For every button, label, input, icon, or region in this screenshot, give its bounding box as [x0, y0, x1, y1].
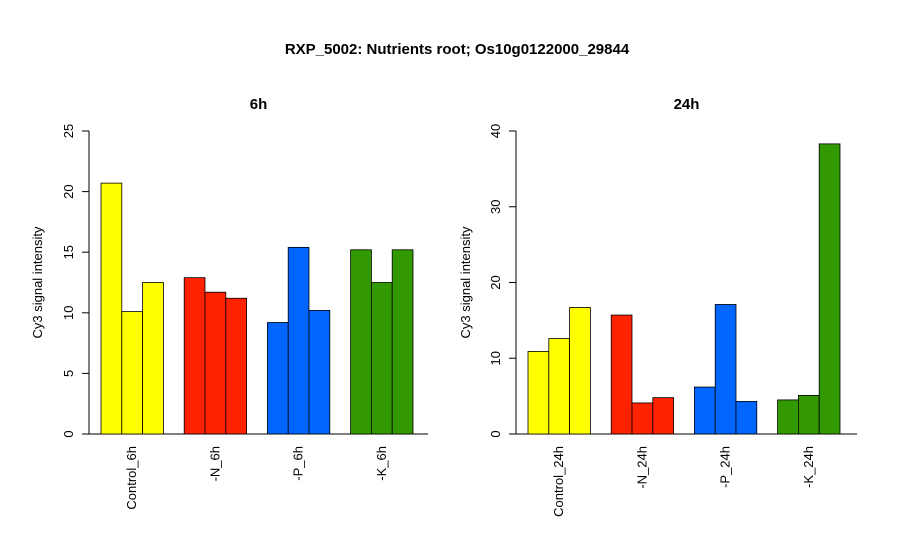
y-tick-label: 0 [61, 430, 76, 437]
bar [350, 249, 372, 435]
bar [818, 143, 841, 435]
x-tick-label: -K_6h [374, 446, 389, 481]
panel-title: 6h [250, 96, 268, 113]
bar [100, 182, 123, 435]
bar [610, 314, 633, 435]
panel-1: 6h Cy3 signal intensity 0 5 10 15 20 25 Control_… [30, 96, 428, 510]
panel-2: 24h Cy3 signal intensity 0 10 20 30 40 Control_… [458, 96, 857, 517]
y-tick-label: 20 [61, 184, 76, 198]
bar [287, 246, 310, 435]
bar [183, 277, 206, 435]
bar [308, 309, 331, 435]
y-tick-label: 10 [61, 306, 76, 320]
x-tick-label: -K_24h [801, 446, 816, 488]
y-tick-label: 40 [488, 124, 503, 138]
y-tick-label: 30 [488, 200, 503, 214]
bar [370, 282, 393, 435]
bar [391, 249, 414, 435]
x-tick-label: -P_6h [291, 446, 306, 481]
bar [204, 291, 227, 435]
bar [121, 311, 144, 435]
bar [694, 386, 716, 435]
bar [652, 397, 674, 435]
figure-title: RXP_5002: Nutrients root; Os10g0122000_2… [285, 41, 630, 58]
y-axis-label: Cy3 signal intensity [30, 226, 45, 338]
y-tick-label: 25 [61, 124, 76, 138]
bar [798, 394, 820, 435]
bar [735, 401, 758, 435]
bar [142, 282, 164, 435]
y-tick-label: 20 [488, 275, 503, 289]
x-tick-label: -N_6h [207, 446, 222, 481]
x-tick-label: Control_6h [124, 446, 139, 510]
bar [777, 399, 799, 435]
bar [527, 351, 550, 435]
x-tick-label: -N_24h [634, 446, 649, 489]
bar [225, 297, 248, 435]
x-tick-label: -P_24h [718, 446, 733, 488]
y-tick-label: 0 [488, 430, 503, 437]
bar [714, 304, 737, 435]
y-axis-label: Cy3 signal intensity [458, 226, 473, 338]
x-tick-label: Control_24h [551, 446, 566, 517]
bar [548, 338, 570, 435]
panel-title: 24h [674, 96, 700, 113]
y-tick-label: 10 [488, 351, 503, 365]
bar [266, 322, 289, 435]
y-tick-label: 5 [61, 370, 76, 377]
bar [569, 307, 591, 435]
y-tick-label: 15 [61, 245, 76, 259]
bar [631, 402, 654, 435]
